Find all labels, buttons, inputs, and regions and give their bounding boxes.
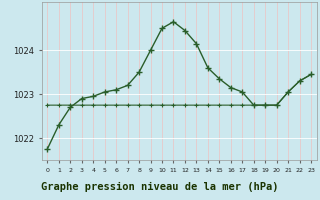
Text: Graphe pression niveau de la mer (hPa): Graphe pression niveau de la mer (hPa): [41, 181, 279, 192]
